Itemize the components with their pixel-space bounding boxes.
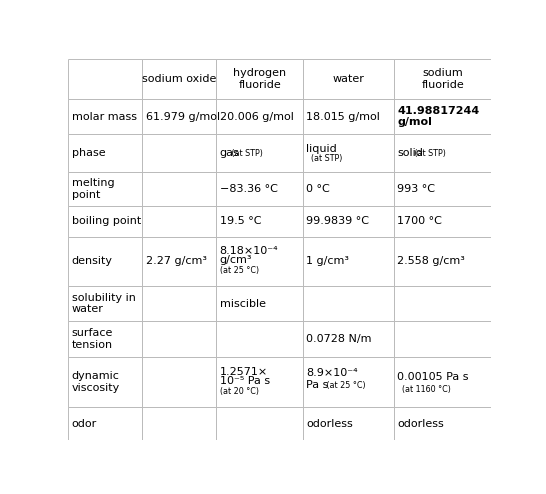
Text: Pa s: Pa s (306, 379, 329, 390)
Text: miscible: miscible (219, 299, 266, 309)
Text: 0.00105 Pa s: 0.00105 Pa s (397, 372, 469, 382)
Text: sodium
fluoride: sodium fluoride (422, 68, 464, 90)
Text: water: water (333, 74, 365, 84)
Text: odorless: odorless (306, 418, 353, 428)
Text: 2.27 g/cm³: 2.27 g/cm³ (146, 256, 207, 266)
Text: 10⁻⁵ Pa s: 10⁻⁵ Pa s (219, 376, 270, 386)
Text: surface
tension: surface tension (72, 328, 113, 350)
Text: (at 25 °C): (at 25 °C) (219, 266, 259, 275)
Text: 1700 °C: 1700 °C (397, 216, 442, 226)
Text: 19.5 °C: 19.5 °C (219, 216, 261, 226)
Text: phase: phase (72, 148, 105, 158)
Text: 61.979 g/mol: 61.979 g/mol (146, 112, 220, 122)
Text: odorless: odorless (397, 418, 444, 428)
Text: (at STP): (at STP) (229, 149, 263, 158)
Text: 2.558 g/cm³: 2.558 g/cm³ (397, 256, 465, 266)
Text: melting
point: melting point (72, 178, 114, 200)
Text: (at 1160 °C): (at 1160 °C) (402, 385, 450, 394)
Text: dynamic
viscosity: dynamic viscosity (72, 371, 120, 393)
Text: solid: solid (397, 148, 423, 158)
Text: 0.0728 N/m: 0.0728 N/m (306, 334, 372, 344)
Text: g/cm³: g/cm³ (219, 255, 252, 265)
Text: boiling point: boiling point (72, 216, 141, 226)
Text: −83.36 °C: −83.36 °C (219, 184, 277, 194)
Text: 993 °C: 993 °C (397, 184, 436, 194)
Text: molar mass: molar mass (72, 112, 136, 122)
Text: 20.006 g/mol: 20.006 g/mol (219, 112, 294, 122)
Text: liquid: liquid (306, 144, 337, 154)
Text: odor: odor (72, 418, 97, 428)
Text: 41.98817244
g/mol: 41.98817244 g/mol (397, 106, 480, 127)
Text: 99.9839 °C: 99.9839 °C (306, 216, 370, 226)
Text: (at STP): (at STP) (311, 154, 342, 163)
Text: (at 25 °C): (at 25 °C) (324, 381, 366, 390)
Text: 1.2571×: 1.2571× (219, 367, 268, 377)
Text: density: density (72, 256, 112, 266)
Text: 8.18×10⁻⁴: 8.18×10⁻⁴ (219, 247, 278, 256)
Text: 18.015 g/mol: 18.015 g/mol (306, 112, 381, 122)
Text: 0 °C: 0 °C (306, 184, 330, 194)
Text: solubility in
water: solubility in water (72, 293, 135, 315)
Text: hydrogen
fluoride: hydrogen fluoride (233, 68, 286, 90)
Text: gas: gas (219, 148, 240, 158)
Text: (at STP): (at STP) (412, 149, 446, 158)
Text: 8.9×10⁻⁴: 8.9×10⁻⁴ (306, 368, 358, 378)
Text: (at 20 °C): (at 20 °C) (219, 387, 259, 396)
Text: 1 g/cm³: 1 g/cm³ (306, 256, 349, 266)
Text: sodium oxide: sodium oxide (142, 74, 217, 84)
